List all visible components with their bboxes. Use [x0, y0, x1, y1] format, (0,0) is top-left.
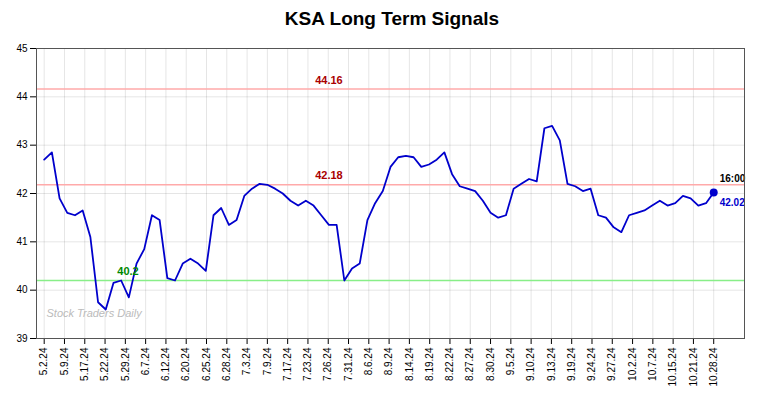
svg-text:10.15.24: 10.15.24: [667, 347, 678, 386]
html-text:KSA Long Term Signals: KSA Long Term Signals: [284, 8, 500, 29]
svg-text:10.2.24: 10.2.24: [627, 347, 638, 381]
svg-text:8.22.24: 8.22.24: [444, 347, 455, 381]
svg-text:Stock Traders Daily: Stock Traders Daily: [47, 307, 144, 319]
svg-text:39: 39: [16, 333, 28, 344]
svg-text:5.17.24: 5.17.24: [79, 347, 90, 381]
svg-text:7.23.24: 7.23.24: [302, 347, 313, 381]
svg-text:42.02: 42.02: [720, 197, 745, 208]
svg-text:43: 43: [16, 139, 28, 150]
svg-text:9.24.24: 9.24.24: [586, 347, 597, 381]
svg-text:7.26.24: 7.26.24: [322, 347, 333, 381]
svg-text:7.31.24: 7.31.24: [343, 347, 354, 381]
svg-text:42: 42: [16, 188, 28, 199]
svg-text:9.19.24: 9.19.24: [566, 347, 577, 381]
svg-text:44.16: 44.16: [315, 74, 343, 86]
svg-text:10.21.24: 10.21.24: [688, 347, 699, 386]
svg-text:8.19.24: 8.19.24: [424, 347, 435, 381]
svg-text:5.9.24: 5.9.24: [59, 347, 70, 375]
svg-text:40: 40: [16, 284, 28, 295]
svg-text:5.22.24: 5.22.24: [99, 347, 110, 381]
svg-text:10.7.24: 10.7.24: [647, 347, 658, 381]
svg-text:6.28.24: 6.28.24: [221, 347, 232, 381]
svg-text:7.17.24: 7.17.24: [282, 347, 293, 381]
svg-text:6.25.24: 6.25.24: [201, 347, 212, 381]
svg-text:8.6.24: 8.6.24: [363, 347, 374, 375]
svg-text:5.2.24: 5.2.24: [38, 347, 49, 375]
svg-text:9.27.24: 9.27.24: [606, 347, 617, 381]
svg-text:41: 41: [16, 236, 28, 247]
svg-text:10.28.24: 10.28.24: [708, 347, 719, 386]
svg-text:42.18: 42.18: [315, 169, 343, 181]
svg-text:9.5.24: 9.5.24: [505, 347, 516, 375]
svg-text:40.2: 40.2: [117, 265, 138, 277]
svg-text:6.20.24: 6.20.24: [180, 347, 191, 381]
svg-text:8.27.24: 8.27.24: [464, 347, 475, 381]
svg-text:8.9.24: 8.9.24: [383, 347, 394, 375]
svg-text:6.7.24: 6.7.24: [140, 347, 151, 375]
svg-text:7.9.24: 7.9.24: [262, 347, 273, 375]
svg-text:5.29.24: 5.29.24: [120, 347, 131, 381]
svg-text:44: 44: [16, 91, 28, 102]
svg-text:7.3.24: 7.3.24: [241, 347, 252, 375]
svg-text:16:00: 16:00: [720, 173, 746, 184]
svg-text:45: 45: [16, 43, 28, 54]
svg-text:9.13.24: 9.13.24: [546, 347, 557, 381]
svg-text:8.14.24: 8.14.24: [404, 347, 415, 381]
svg-text:6.12.24: 6.12.24: [160, 347, 171, 381]
svg-text:9.10.24: 9.10.24: [525, 347, 536, 381]
svg-text:8.30.24: 8.30.24: [485, 347, 496, 381]
